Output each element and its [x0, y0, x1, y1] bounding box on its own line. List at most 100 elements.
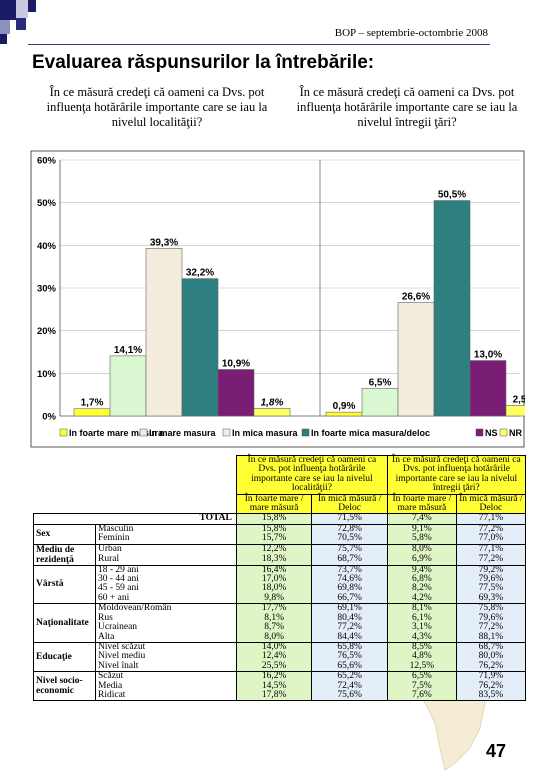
- table-cell: 16,2%: [236, 671, 313, 682]
- legend-label: In mare masura: [149, 428, 217, 438]
- table-cell: 8,0%: [387, 543, 457, 555]
- group-label: Nivel socio-economic: [33, 671, 96, 702]
- table-cell: 70,5%: [311, 534, 388, 545]
- table-cell: 77,2%: [311, 622, 388, 633]
- table-cell: 8,1%: [236, 613, 313, 624]
- group-label: Sex: [33, 523, 96, 545]
- table-cell: 8,2%: [387, 584, 457, 594]
- group-label: [33, 513, 96, 525]
- y-tick-label: 50%: [37, 198, 57, 209]
- bar: [109, 355, 147, 417]
- table-cell: 75,6%: [311, 690, 388, 702]
- row-label: 30 - 44 ani: [95, 574, 237, 585]
- header-divider: [28, 44, 490, 45]
- table-cell: 15,8%: [236, 523, 313, 535]
- table-row: Ucrainean 8,7% 77,2% 3,1% 77,2%: [34, 622, 526, 633]
- table-row: Rus 8,1% 80,4% 6,1% 79,6%: [34, 613, 526, 624]
- table-cell: 72,4%: [311, 681, 388, 691]
- table-cell: 77,5%: [456, 584, 526, 594]
- legend-label: NR: [509, 428, 522, 438]
- table-cell: 76,2%: [456, 661, 526, 672]
- bar: [433, 200, 471, 417]
- table-cell: 72,8%: [311, 523, 388, 535]
- table-cell: 77,1%: [456, 513, 526, 525]
- table-cell: 5,8%: [387, 534, 457, 545]
- table-subheader: În mică măsură / Deloc: [456, 493, 526, 514]
- table-cell: 9,4%: [387, 564, 457, 576]
- table-row: Nivel înalt 25,5% 65,6% 12,5% 76,2%: [34, 661, 526, 672]
- table-cell: 77,2%: [456, 622, 526, 633]
- data-label: 32,2%: [186, 268, 214, 279]
- row-label: Alta: [95, 632, 237, 643]
- y-tick-label: 0%: [42, 412, 56, 423]
- table-row: Mediu de rezidenţă Urban 12,2% 75,7% 8,0% 77,…: [33, 543, 526, 566]
- y-tick-label: 60%: [37, 156, 57, 167]
- table-cell: 8,1%: [387, 603, 457, 614]
- legend-label: NS: [485, 428, 498, 438]
- table-row-total: TOTAL 15,8% 71,5% 7,4% 77,1%: [33, 513, 526, 525]
- table-cell: 6,5%: [387, 671, 457, 682]
- table-row: Feminin 15,7% 70,5% 5,8% 77,0%: [34, 534, 526, 545]
- table-row: Alta 8,0% 84,4% 4,3% 88,1%: [34, 632, 526, 643]
- table-cell: 79,2%: [456, 564, 526, 576]
- data-label: 0,9%: [333, 401, 356, 412]
- table-row: Rural 18,3% 68,7% 6,9% 77,2%: [34, 554, 526, 566]
- chart-bars: 1,7% 14,1% 39,3% 32,2% 10,9% 1,8% 0,9% 6,5% 26,6…: [73, 190, 525, 417]
- legend-swatch: [139, 428, 148, 437]
- table-subheader: În foarte mare / mare măsură: [235, 493, 313, 514]
- table-cell: 65,8%: [311, 641, 388, 653]
- table-cell: 4,8%: [387, 651, 457, 662]
- page-title: Evaluarea răspunsurilor la întrebările:: [32, 52, 375, 73]
- legend-swatch: [222, 428, 231, 437]
- table-cell: 16,4%: [236, 564, 313, 576]
- table-cell: 6,9%: [387, 554, 457, 566]
- table-cell: 75,7%: [311, 543, 388, 555]
- table-cell: 68,7%: [456, 641, 526, 653]
- table-cell: 4,3%: [387, 632, 457, 643]
- row-label: Rus: [95, 613, 237, 624]
- table-cell: 6,8%: [387, 574, 457, 585]
- data-label: 13,0%: [474, 350, 502, 361]
- table-cell: 17,8%: [236, 690, 313, 702]
- table-cell: 8,0%: [236, 632, 313, 643]
- data-label: 1,8%: [261, 397, 284, 408]
- table-cell: 14,5%: [236, 681, 313, 691]
- bar-chart: 0% 10% 20% 30% 40% 50% 60% 1,7% 14,1% 39,3% 32,2%…: [30, 150, 525, 448]
- table-row: Vârstă 18 - 29 ani 16,4% 73,7% 9,4% 79,2%: [33, 564, 526, 604]
- table-cell: 83,5%: [456, 690, 526, 702]
- legend-swatch: [475, 428, 484, 437]
- row-label: Ridicat: [95, 690, 237, 702]
- table-cell: 12,2%: [236, 543, 313, 555]
- table-subheader: În foarte mare / mare măsură: [387, 493, 457, 514]
- page-number: 47: [485, 741, 506, 761]
- results-table: În ce măsură credeţi că oameni ca Dvs. p…: [33, 455, 526, 702]
- legend-label: In foarte mare masura: [69, 428, 164, 438]
- row-label: Urban: [95, 543, 237, 555]
- group-label: Mediu de rezidenţă: [33, 543, 96, 566]
- table-cell: 76,5%: [311, 651, 388, 662]
- table-cell: 25,5%: [236, 661, 313, 672]
- bar: [73, 408, 111, 417]
- data-label: 6,5%: [369, 377, 392, 388]
- row-label: Ucrainean: [95, 622, 237, 633]
- question-locality: În ce măsură credeţi că oameni ca Dvs. p…: [46, 85, 268, 129]
- bar: [217, 369, 255, 417]
- y-tick-label: 40%: [37, 241, 57, 252]
- table-cell: 75,8%: [456, 603, 526, 614]
- table-row: 60 + ani 9,8% 66,7% 4,2% 69,3%: [34, 593, 526, 604]
- page-header: BOP – septembrie-octombrie 2008: [334, 27, 488, 39]
- row-label: Nivel mediu: [95, 651, 237, 662]
- table-cell: 65,2%: [311, 671, 388, 682]
- table-cell: 18,3%: [236, 554, 313, 566]
- table-cell: 12,5%: [387, 661, 457, 672]
- table-row: Nivel socio-economic Scăzut 16,2% 65,2% 6,5%…: [33, 671, 526, 702]
- table-row: Naţionalitate Moldovean/Român 17,7% 69,1% 8,…: [33, 603, 526, 643]
- table-cell: 77,0%: [456, 534, 526, 545]
- table-cell: 15,7%: [236, 534, 313, 545]
- group-label: Vârstă: [33, 564, 96, 604]
- row-label: 45 - 59 ani: [95, 584, 237, 594]
- data-label: 1,7%: [81, 398, 104, 409]
- bar: [397, 302, 435, 417]
- row-label: Masculin: [95, 523, 237, 535]
